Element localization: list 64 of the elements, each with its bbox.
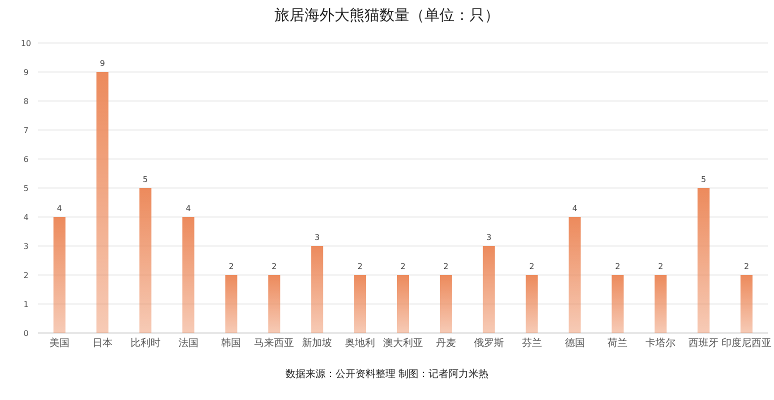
data-label: 2 — [658, 262, 664, 271]
x-tick-label: 新加坡 — [302, 337, 332, 349]
y-tick-label: 4 — [23, 213, 29, 222]
bar — [139, 188, 152, 333]
x-tick-label: 卡塔尔 — [646, 337, 676, 349]
x-tick-label: 美国 — [49, 337, 70, 349]
bar — [568, 217, 581, 333]
bar — [654, 275, 667, 333]
data-label: 2 — [615, 262, 620, 271]
x-tick-label: 马来西亚 — [254, 337, 294, 349]
x-tick-label: 俄罗斯 — [474, 337, 504, 349]
x-tick-label: 日本 — [92, 337, 112, 349]
bar — [311, 246, 324, 333]
data-label: 2 — [228, 262, 234, 271]
data-label: 4 — [572, 204, 578, 213]
data-label: 3 — [314, 233, 320, 242]
x-tick-label: 韩国 — [221, 337, 242, 349]
chart-title: 旅居海外大熊猫数量（单位：只） — [274, 6, 500, 24]
x-tick-label: 澳大利亚 — [383, 337, 423, 349]
y-tick-label: 8 — [23, 97, 29, 106]
bar — [612, 275, 624, 333]
y-tick-label: 3 — [23, 242, 29, 251]
source-note: 数据来源：公开资料整理 制图：记者阿力米热 — [285, 368, 489, 380]
data-label: 5 — [142, 175, 148, 184]
bar — [397, 275, 409, 333]
x-tick-label: 法国 — [178, 337, 198, 349]
data-label: 2 — [529, 262, 534, 271]
y-tick-label: 7 — [23, 126, 29, 135]
x-tick-label: 印度尼西亚 — [722, 337, 772, 349]
data-label: 2 — [744, 262, 750, 271]
data-label: 2 — [358, 262, 363, 271]
x-tick-label: 奥地利 — [345, 337, 376, 349]
y-tick-label: 6 — [23, 155, 29, 164]
bar — [698, 188, 710, 333]
x-tick-label: 德国 — [564, 338, 585, 349]
bar — [182, 217, 194, 333]
bar — [53, 217, 66, 333]
x-tick-label: 比利时 — [130, 337, 160, 349]
data-label: 3 — [486, 233, 492, 242]
x-tick-label: 芬兰 — [522, 337, 542, 349]
bar — [440, 275, 452, 333]
y-tick-label: 1 — [23, 300, 29, 309]
y-tick-label: 0 — [23, 329, 29, 338]
bar — [740, 275, 753, 333]
data-label: 2 — [272, 262, 277, 271]
y-tick-label: 9 — [23, 68, 29, 77]
bar — [354, 275, 366, 333]
y-tick-label: 5 — [23, 184, 29, 193]
y-tick-label: 10 — [20, 39, 32, 48]
bar — [482, 246, 495, 333]
x-tick-label: 丹麦 — [436, 337, 456, 349]
data-label: 5 — [701, 175, 706, 184]
data-label: 2 — [400, 262, 406, 271]
bar — [526, 275, 538, 333]
bar — [268, 275, 280, 333]
data-label: 4 — [56, 204, 62, 213]
bar — [225, 275, 238, 333]
x-tick-label: 荷兰 — [608, 337, 628, 349]
data-label: 4 — [186, 204, 191, 213]
y-tick-label: 2 — [23, 271, 29, 280]
x-tick-label: 西班牙 — [688, 337, 719, 349]
data-label: 9 — [100, 59, 105, 68]
data-label: 2 — [443, 262, 448, 271]
bar — [96, 72, 108, 333]
